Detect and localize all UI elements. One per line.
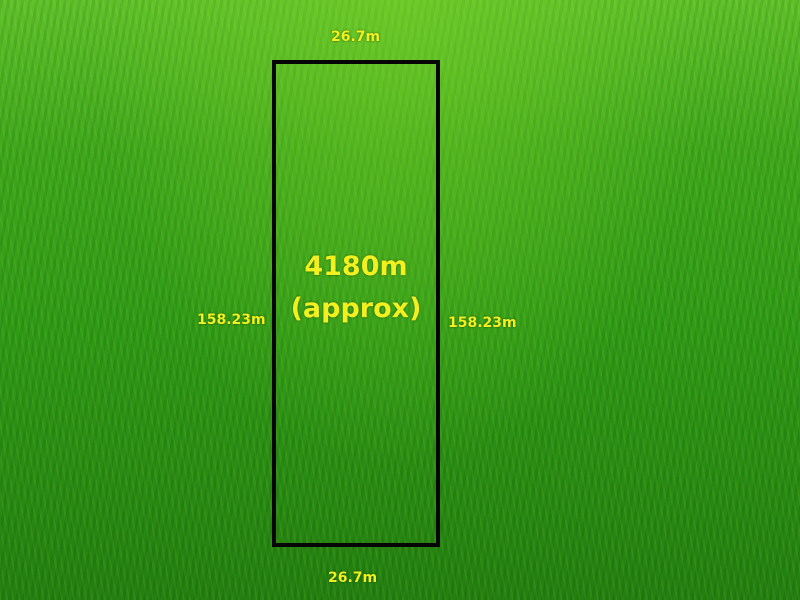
bottom-width-label: 26.7m — [328, 570, 378, 586]
area-note: (approx) — [290, 293, 422, 324]
right-length-label: 158.23m — [448, 315, 517, 331]
area-label: 4180m (approx) — [276, 246, 436, 330]
area-value: 4180m — [304, 251, 408, 282]
top-width-label: 26.7m — [331, 29, 381, 45]
plot-outline — [272, 60, 440, 547]
left-length-label: 158.23m — [197, 312, 266, 328]
